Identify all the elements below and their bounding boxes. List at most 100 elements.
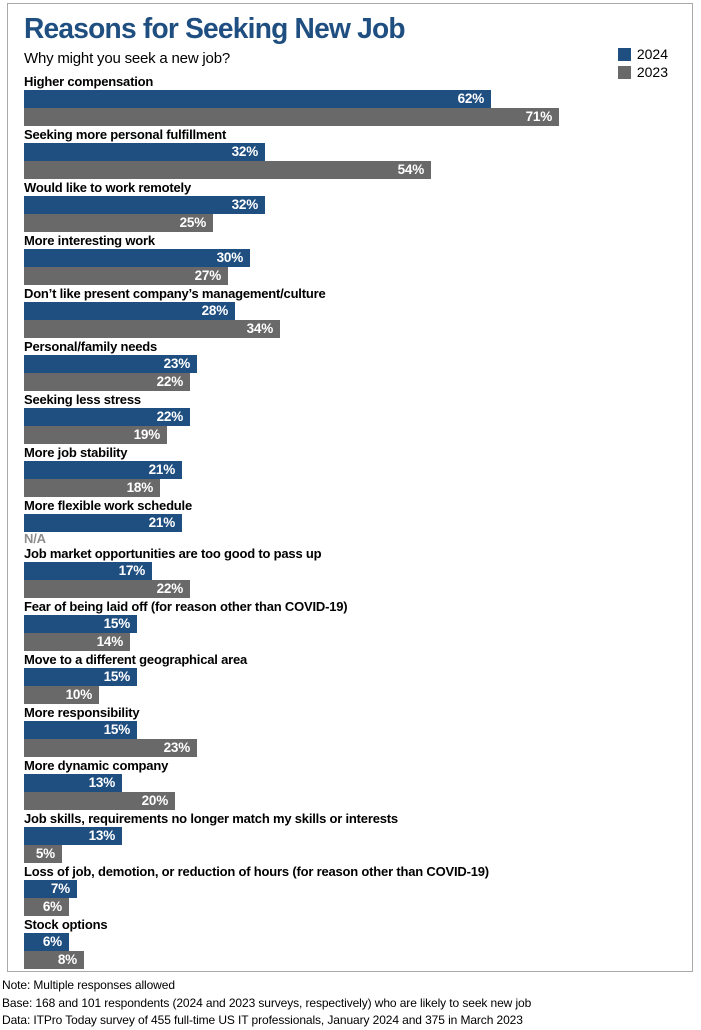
bar-2023: 6% — [24, 898, 69, 916]
footnote-note: Note: Multiple responses allowed — [2, 978, 175, 992]
category-label: Seeking more personal fulfillment — [24, 127, 227, 142]
bar-2024: 7% — [24, 880, 77, 898]
bar-value-label: 15% — [103, 722, 131, 737]
chart-row: More dynamic company 13% 20% — [24, 759, 677, 810]
bar-value-label: 28% — [201, 303, 229, 318]
category-label: Seeking less stress — [24, 392, 141, 407]
chart-row: Fear of being laid off (for reason other… — [24, 600, 677, 651]
legend-item-2024: 2024 — [617, 46, 668, 63]
chart-row: Higher compensation 62% 71% — [24, 75, 677, 126]
bar-value-label: 19% — [133, 427, 161, 442]
chart-row: Loss of job, demotion, or reduction of h… — [24, 865, 677, 916]
bar-2023: 20% — [24, 792, 175, 810]
bar-value-label: 20% — [141, 793, 169, 808]
bar-value-label: 6% — [42, 899, 62, 914]
category-label: Job market opportunities are too good to… — [24, 546, 322, 561]
na-value-label: N/A — [24, 531, 46, 546]
chart-row: More interesting work 30% 27% — [24, 234, 677, 285]
bar-2024: 15% — [24, 721, 137, 739]
category-label: Fear of being laid off (for reason other… — [24, 599, 348, 614]
legend: 2024 2023 — [617, 46, 668, 82]
bar-2023: 10% — [24, 686, 99, 704]
bar-2023: 22% — [24, 580, 190, 598]
bar-2023: 34% — [24, 320, 280, 338]
bar-value-label: 22% — [156, 409, 184, 424]
category-label: Personal/family needs — [24, 339, 158, 354]
bar-value-label: 13% — [88, 775, 116, 790]
bar-value-label: 25% — [179, 215, 207, 230]
bar-2024: 6% — [24, 933, 69, 951]
chart-row: More responsibility 15% 23% — [24, 706, 677, 757]
bar-value-label: 54% — [397, 162, 425, 177]
bar-value-label: 15% — [103, 669, 131, 684]
bar-value-label: 5% — [35, 846, 55, 861]
footnote-data-source: Data: ITPro Today survey of 455 full-tim… — [2, 1013, 523, 1027]
bar-2023: 18% — [24, 479, 160, 497]
chart-row: Seeking less stress 22% 19% — [24, 393, 677, 444]
bar-2024: 30% — [24, 249, 250, 267]
bar-value-label: 22% — [156, 374, 184, 389]
bar-2023: 71% — [24, 108, 559, 126]
bar-2024: 13% — [24, 774, 122, 792]
bar-value-label: 13% — [88, 828, 116, 843]
bar-2024: 32% — [24, 196, 265, 214]
category-label: More dynamic company — [24, 758, 169, 773]
bar-2024: 32% — [24, 143, 265, 161]
bar-2024: 17% — [24, 562, 152, 580]
legend-label-2023: 2023 — [636, 64, 668, 80]
chart-row: Move to a different geographical area 15%… — [24, 653, 677, 704]
category-label: More responsibility — [24, 705, 140, 720]
bar-value-label: 71% — [525, 109, 553, 124]
bar-value-label: 30% — [216, 250, 244, 265]
legend-swatch-2023-icon — [617, 66, 631, 79]
chart-subtitle: Why might you seek a new job? — [24, 50, 230, 67]
bar-2024: 15% — [24, 668, 137, 686]
bar-2023: 19% — [24, 426, 167, 444]
bar-value-label: 8% — [57, 952, 77, 967]
bar-value-label: 18% — [126, 480, 154, 495]
bar-2023: 5% — [24, 845, 62, 863]
bar-value-label: 23% — [163, 740, 191, 755]
legend-item-2023: 2023 — [617, 64, 668, 81]
chart-row: Personal/family needs 23% 22% — [24, 340, 677, 391]
bar-2024: 23% — [24, 355, 197, 373]
category-label: More interesting work — [24, 233, 155, 248]
category-label: Higher compensation — [24, 74, 154, 89]
chart-row: Job market opportunities are too good to… — [24, 547, 677, 598]
bar-2023: 22% — [24, 373, 190, 391]
bar-2023: 25% — [24, 214, 213, 232]
bar-value-label: 22% — [156, 581, 184, 596]
chart-row: Stock options 6% 8% — [24, 918, 677, 969]
chart-row: Seeking more personal fulfillment 32% 54% — [24, 128, 677, 179]
bar-value-label: 7% — [50, 881, 70, 896]
bar-value-label: 6% — [42, 934, 62, 949]
bar-2023: 23% — [24, 739, 197, 757]
category-label: Job skills, requirements no longer match… — [24, 811, 398, 826]
bar-2023: 54% — [24, 161, 431, 179]
bar-value-label: 62% — [457, 91, 485, 106]
chart-frame: Reasons for Seeking New Job Why might yo… — [7, 3, 693, 972]
bar-value-label: 21% — [148, 462, 176, 477]
bar-value-label: 10% — [65, 687, 93, 702]
chart-row: Don’t like present company’s management/… — [24, 287, 677, 338]
chart-row: Job skills, requirements no longer match… — [24, 812, 677, 863]
category-label: Would like to work remotely — [24, 180, 192, 195]
chart-row: More flexible work schedule 21% N/A — [24, 499, 677, 545]
bar-2024: 62% — [24, 90, 491, 108]
chart-row: Would like to work remotely 32% 25% — [24, 181, 677, 232]
bar-2024: 21% — [24, 514, 182, 532]
chart-row: More job stability 21% 18% — [24, 446, 677, 497]
bar-value-label: 15% — [103, 616, 131, 631]
category-label: More job stability — [24, 445, 128, 460]
bar-value-label: 17% — [118, 563, 146, 578]
bar-value-label: 32% — [231, 144, 259, 159]
bar-value-label: 27% — [194, 268, 222, 283]
category-label: Don’t like present company’s management/… — [24, 286, 326, 301]
category-label: Loss of job, demotion, or reduction of h… — [24, 864, 489, 879]
category-label: Move to a different geographical area — [24, 652, 248, 667]
bar-value-label: 23% — [163, 356, 191, 371]
bar-value-label: 21% — [148, 515, 176, 530]
bar-2023: 8% — [24, 951, 84, 969]
bar-value-label: 32% — [231, 197, 259, 212]
category-label: More flexible work schedule — [24, 498, 192, 513]
